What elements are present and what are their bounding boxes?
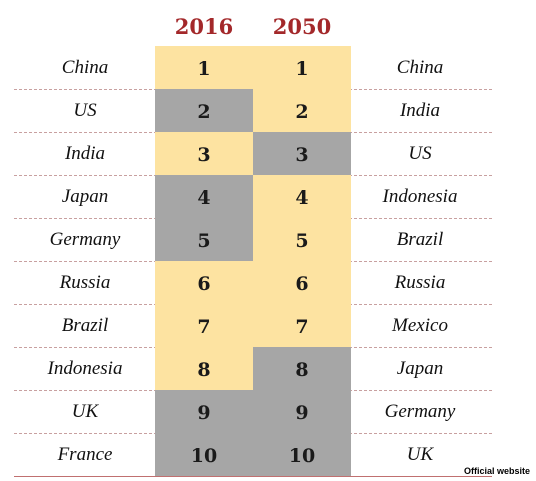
rank-cell-2050: 4 [253,175,351,218]
country-2016: India [64,143,106,164]
rank-cell-2050: 3 [253,132,351,175]
rank-cell-2016: 1 [155,46,253,89]
row-divider [14,476,492,477]
country-2050: China [396,57,444,78]
country-2016: Germany [49,229,121,250]
table-row: Brazil 7 7 Mexico [0,304,536,347]
rank-cell-2016: 4 [155,175,253,218]
country-2050: India [399,100,441,121]
rank-cell-2016: 2 [155,89,253,132]
header-2050: 2050 [272,14,332,39]
rank-cell-2050: 7 [253,304,351,347]
rank-cell-2050: 10 [253,433,351,476]
country-2016: Brazil [61,315,109,336]
rank-cell-2016: 3 [155,132,253,175]
country-2050: Mexico [392,315,448,336]
table-row: China 1 1 China [0,46,536,89]
rank-cell-2050: 8 [253,347,351,390]
rank-cell-2050: 2 [253,89,351,132]
table-row: Indonesia 8 8 Japan [0,347,536,390]
rank-cell-2016: 8 [155,347,253,390]
table-row: UK 9 9 Germany [0,390,536,433]
header-2016: 2016 [174,14,234,39]
table-row: Japan 4 4 Indonesia [0,175,536,218]
table-row: India 3 3 US [0,132,536,175]
country-2016: Indonesia [47,358,123,379]
country-2050: Indonesia [382,186,458,207]
country-2050: UK [406,444,434,465]
rank-cell-2050: 9 [253,390,351,433]
rank-cell-2016: 9 [155,390,253,433]
table-row: US 2 2 India [0,89,536,132]
table-row: Russia 6 6 Russia [0,261,536,304]
rank-cell-2016: 6 [155,261,253,304]
table-row: France 10 10 UK [0,433,536,476]
country-2016: Japan [61,186,109,207]
rank-cell-2050: 5 [253,218,351,261]
country-2016: China [61,57,109,78]
rank-cell-2050: 6 [253,261,351,304]
source-credit: Official website [461,466,532,476]
rank-cell-2050: 1 [253,46,351,89]
rank-cell-2016: 7 [155,304,253,347]
rank-cell-2016: 5 [155,218,253,261]
country-2050: Japan [396,358,444,379]
country-2016: US [73,100,97,121]
country-2050: US [408,143,432,164]
country-2050: Germany [384,401,456,422]
rank-cell-2016: 10 [155,433,253,476]
country-2016: France [57,444,113,465]
country-2016: Russia [59,272,111,293]
table-row: Germany 5 5 Brazil [0,218,536,261]
country-2016: UK [71,401,99,422]
country-2050: Russia [394,272,446,293]
country-2050: Brazil [396,229,444,250]
